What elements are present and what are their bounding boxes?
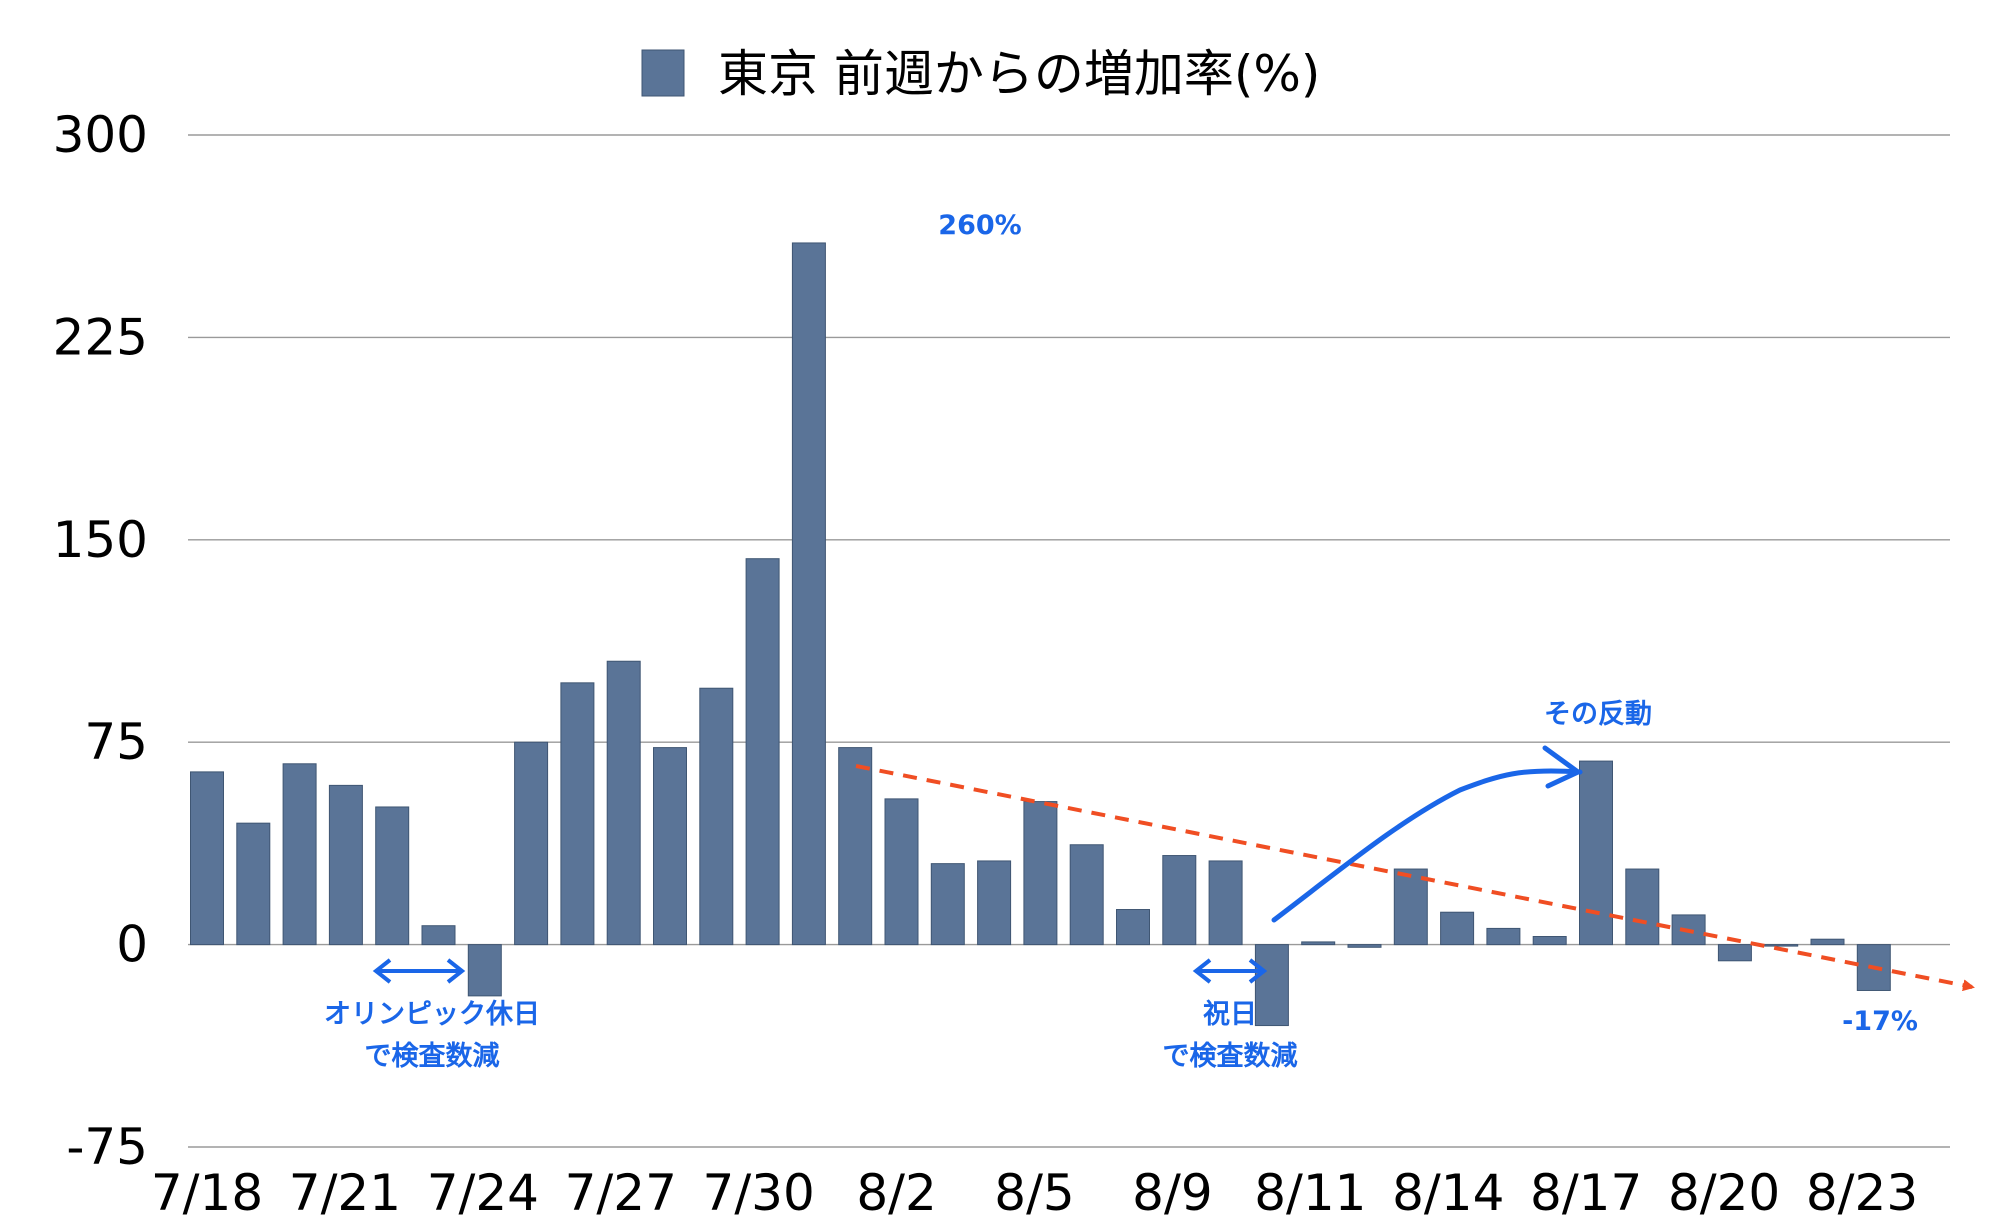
bar [838, 747, 873, 946]
bar [606, 660, 641, 946]
x-tick-label: 7/27 [565, 1164, 677, 1222]
y-tick-label: -75 [66, 1118, 148, 1176]
bar [1717, 944, 1752, 962]
bar [375, 806, 410, 946]
x-tick-label: 7/18 [151, 1164, 263, 1222]
gridlines [188, 134, 1950, 1148]
bar [236, 822, 271, 946]
bar [560, 682, 595, 946]
x-tick-label: 8/11 [1254, 1164, 1366, 1222]
x-tick-label: 8/17 [1530, 1164, 1642, 1222]
bar [1162, 855, 1197, 946]
bar [1764, 944, 1799, 947]
bar [1254, 944, 1289, 1027]
bar [328, 784, 363, 946]
bar [791, 242, 826, 946]
annotation-olympic-1: オリンピック休日 [324, 999, 540, 1030]
annotation-last: -17% [1842, 1006, 1918, 1037]
y-tick-label: 0 [116, 916, 148, 974]
bar [1208, 860, 1243, 946]
bar [1532, 936, 1567, 946]
bar [1440, 911, 1475, 946]
holiday-double-arrow [1192, 958, 1268, 984]
olympic-double-arrow [372, 958, 466, 984]
bar [1810, 938, 1845, 946]
annotation-olympic-2: で検査数減 [365, 1041, 500, 1072]
bars [190, 242, 1891, 1027]
annotation-peak: 260% [938, 210, 1021, 241]
rebound-arrow [1271, 745, 1583, 923]
bar [1116, 909, 1150, 946]
bar [745, 558, 780, 946]
y-tick-label: 225 [53, 308, 148, 366]
bar [884, 798, 919, 946]
x-tick-label: 8/5 [994, 1164, 1074, 1222]
bar [1347, 944, 1382, 948]
bar [653, 747, 687, 946]
x-tick-label: 8/9 [1132, 1164, 1212, 1222]
legend: 東京 前週からの増加率(%) [641, 45, 1320, 103]
x-tick-label: 7/24 [427, 1164, 539, 1222]
bar [1023, 801, 1058, 946]
x-axis: 7/18 7/21 7/24 7/27 7/30 8/2 8/5 8/9 8/11 8/14 8/1… [151, 1164, 1918, 1222]
x-tick-label: 8/20 [1668, 1164, 1780, 1222]
y-tick-label: 300 [53, 106, 148, 164]
trend-arrow [855, 764, 1975, 992]
x-tick-label: 8/14 [1392, 1164, 1504, 1222]
bar [1301, 941, 1336, 946]
bar [514, 741, 549, 946]
x-tick-label: 7/21 [289, 1164, 401, 1222]
bar [930, 863, 965, 946]
x-tick-label: 8/2 [856, 1164, 936, 1222]
legend-label: 東京 前週からの増加率(%) [718, 45, 1320, 103]
annotation-rebound: その反動 [1544, 699, 1652, 730]
bar [1579, 760, 1613, 946]
y-tick-label: 150 [53, 511, 148, 569]
bar [190, 771, 224, 946]
annotation-holiday-1: 祝日 [1203, 999, 1257, 1030]
bar [1486, 927, 1521, 946]
legend-swatch [641, 49, 685, 97]
bar [977, 860, 1012, 946]
bar [1671, 914, 1706, 946]
bar [1625, 868, 1660, 946]
bar [421, 925, 456, 946]
bar [282, 763, 317, 946]
bar [467, 944, 502, 997]
x-tick-label: 7/30 [703, 1164, 815, 1222]
bar [699, 687, 734, 946]
bar [1393, 868, 1428, 946]
x-tick-label: 8/23 [1806, 1164, 1918, 1222]
annotation-holiday-2: で検査数減 [1163, 1041, 1298, 1072]
y-axis: 300 225 150 75 0 -75 [53, 106, 148, 1176]
y-tick-label: 75 [84, 713, 148, 771]
bar [1069, 844, 1104, 946]
